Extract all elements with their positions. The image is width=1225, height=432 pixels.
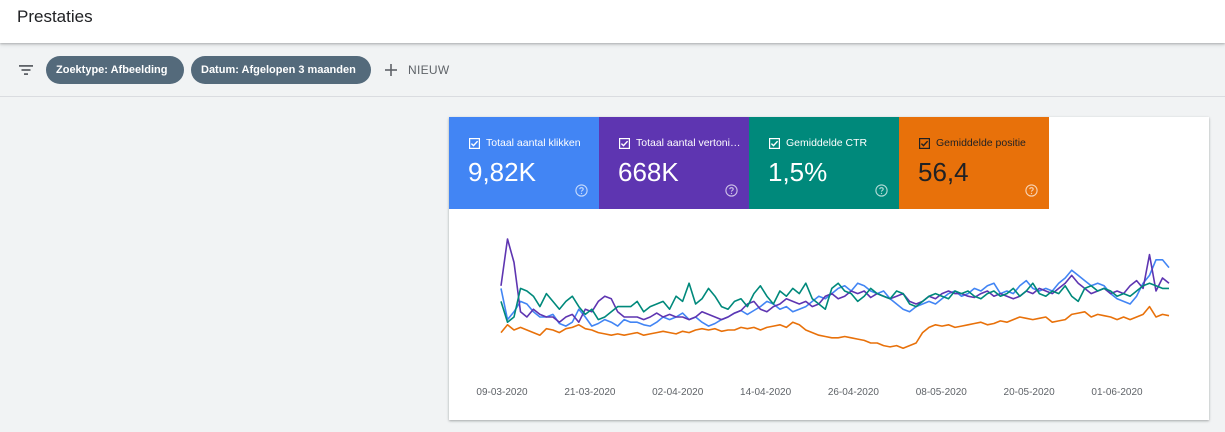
checkbox-checked-icon[interactable] — [919, 137, 930, 149]
x-tick-label: 26-04-2020 — [828, 387, 880, 398]
page-title: Prestaties — [17, 7, 93, 26]
x-tick-label: 21-03-2020 — [564, 387, 616, 398]
series-line-3 — [500, 305, 1170, 349]
help-icon[interactable] — [575, 184, 588, 197]
performance-card: Totaal aantal klikken 9,82K Totaal aanta… — [449, 117, 1209, 420]
x-tick-label: 14-04-2020 — [740, 387, 792, 398]
filter-chip-search-type[interactable]: Zoektype: Afbeelding — [46, 56, 184, 84]
performance-line-chart[interactable]: 09-03-2020 21-03-2020 02-04-2020 14-04-2020… — [449, 209, 1209, 420]
metric-value: 56,4 — [918, 157, 969, 187]
metric-average-position[interactable]: Gemiddelde positie 56,4 — [899, 117, 1049, 209]
checkbox-checked-icon[interactable] — [769, 137, 780, 149]
new-filter-button[interactable]: NIEUW — [383, 59, 450, 81]
x-tick-label: 01-06-2020 — [1091, 387, 1143, 398]
help-icon[interactable] — [1025, 184, 1038, 197]
metric-value: 668K — [618, 157, 679, 187]
x-tick-label: 08-05-2020 — [916, 387, 968, 398]
filter-bar: Zoektype: Afbeelding Datum: Afgelopen 3 … — [0, 45, 1225, 97]
metric-label: Gemiddelde CTR — [786, 137, 868, 149]
help-icon[interactable] — [725, 184, 738, 197]
filter-icon[interactable] — [17, 61, 35, 79]
new-filter-label: NIEUW — [408, 63, 450, 77]
metric-label: Totaal aantal klikken — [486, 137, 581, 149]
metric-value: 1,5% — [768, 157, 828, 187]
x-tick-label: 09-03-2020 — [476, 387, 528, 398]
metric-total-impressions[interactable]: Totaal aantal vertoningen 668K — [599, 117, 749, 209]
metric-total-clicks[interactable]: Totaal aantal klikken 9,82K — [449, 117, 599, 209]
metric-label: Totaal aantal vertoningen — [636, 137, 744, 149]
plus-icon — [385, 64, 397, 76]
filter-chip-search-type-label: Zoektype: Afbeelding — [56, 64, 168, 76]
filter-chip-date-label: Datum: Afgelopen 3 maanden — [201, 64, 356, 76]
x-tick-label: 02-04-2020 — [652, 387, 704, 398]
metric-value: 9,82K — [468, 157, 536, 187]
metric-average-ctr[interactable]: Gemiddelde CTR 1,5% — [749, 117, 899, 209]
top-bar: Prestaties — [0, 0, 1225, 43]
series-line-0 — [500, 258, 1170, 327]
metric-label: Gemiddelde positie — [936, 137, 1026, 149]
checkbox-checked-icon[interactable] — [619, 137, 630, 149]
filter-chip-date[interactable]: Datum: Afgelopen 3 maanden — [191, 56, 371, 84]
series-line-2 — [500, 282, 1169, 323]
checkbox-checked-icon[interactable] — [469, 137, 480, 149]
series-line-1 — [500, 238, 1170, 323]
help-icon[interactable] — [875, 184, 888, 197]
x-tick-label: 20-05-2020 — [1004, 387, 1056, 398]
